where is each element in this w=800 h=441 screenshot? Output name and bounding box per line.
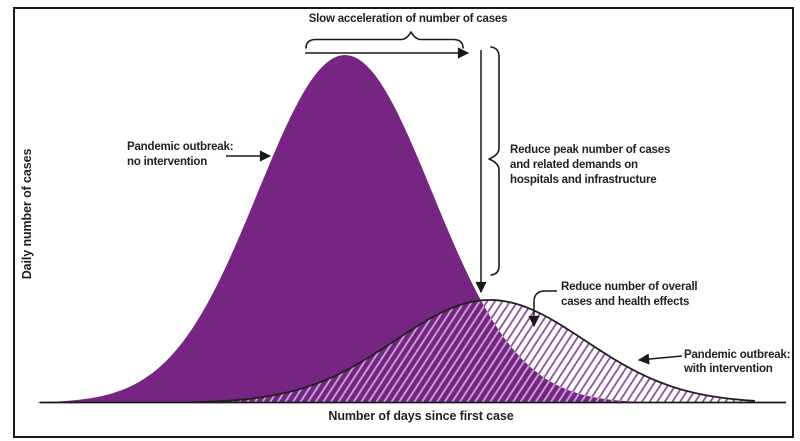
y-axis-label: Daily number of cases [20,149,34,280]
annotation-with-intervention-line1: Pandemic outbreak: [684,349,790,361]
curve-with-intervention-outline [191,299,756,404]
annotation-reduce-peak-line3: hospitals and infrastructure [510,174,656,186]
top-brace [305,31,464,49]
curve-no-intervention-area [38,55,690,404]
reduce-overall-elbow-arrow [528,290,557,328]
annotation-reduce-peak-line1: Reduce peak number of cases [510,144,670,156]
annotation-with-intervention-line2: with intervention [683,363,773,375]
annotation-reduce-overall-line2: cases and health effects [561,296,689,308]
figure-frame-border [13,7,794,438]
annotation-reduce-overall-line1: Reduce number of overall [561,281,697,293]
x-axis-label: Number of days since first case [328,409,513,423]
annotation-no-intervention-line1: Pandemic outbreak: [127,141,233,153]
annotation-slow-acceleration: Slow acceleration of number of cases [309,13,508,25]
annotation-reduce-peak-line2: and related demands on [510,159,638,171]
annotation-no-intervention-line2: no intervention [127,156,207,168]
reduce-peak-brace [488,46,500,276]
with-intervention-arrow [637,353,683,365]
